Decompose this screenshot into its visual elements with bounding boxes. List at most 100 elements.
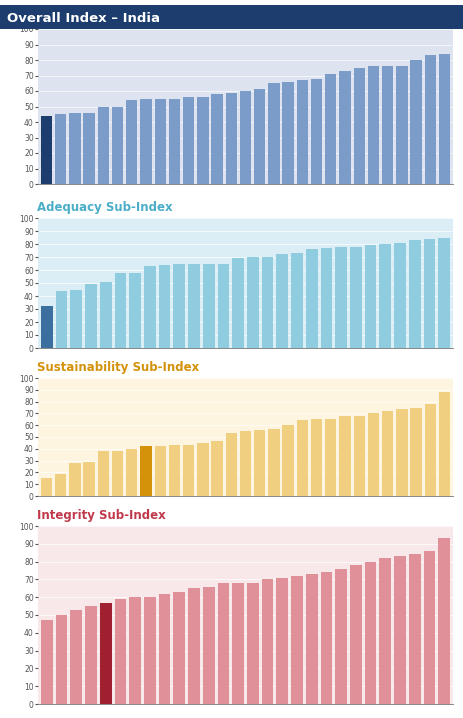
Bar [320, 572, 332, 704]
Bar [112, 106, 123, 184]
Bar [70, 610, 82, 704]
Bar [276, 577, 288, 704]
FancyBboxPatch shape [0, 5, 463, 29]
Bar [232, 583, 244, 704]
Bar [41, 478, 52, 496]
Bar [225, 93, 237, 184]
Bar [254, 430, 265, 496]
Text: Sustainability Sub-Index: Sustainability Sub-Index [37, 361, 199, 374]
Bar [268, 429, 280, 496]
Bar [297, 80, 308, 184]
Bar [203, 264, 214, 348]
Bar [396, 409, 407, 496]
Bar [297, 421, 308, 496]
Bar [325, 74, 337, 184]
Bar [394, 243, 406, 348]
Bar [140, 99, 152, 184]
Bar [311, 78, 322, 184]
Bar [247, 583, 259, 704]
Bar [159, 265, 170, 348]
Bar [291, 253, 303, 348]
Bar [409, 554, 420, 704]
Bar [218, 264, 229, 348]
Bar [282, 82, 294, 184]
Bar [379, 244, 391, 348]
Bar [144, 266, 156, 348]
Bar [85, 284, 97, 348]
Bar [424, 239, 435, 348]
Bar [325, 419, 337, 496]
Bar [129, 273, 141, 348]
Bar [169, 445, 180, 496]
Bar [41, 307, 53, 348]
Bar [41, 116, 52, 184]
Bar [56, 615, 68, 704]
Bar [320, 248, 332, 348]
Bar [438, 538, 450, 704]
Bar [368, 66, 379, 184]
Bar [262, 579, 274, 704]
Bar [188, 588, 200, 704]
Bar [129, 597, 141, 704]
Bar [276, 254, 288, 348]
Bar [439, 54, 450, 184]
Bar [439, 392, 450, 496]
Bar [212, 441, 223, 496]
Bar [254, 90, 265, 184]
Bar [183, 97, 194, 184]
Bar [188, 264, 200, 348]
Bar [382, 411, 393, 496]
Bar [365, 246, 376, 348]
Text: Overall Index – India: Overall Index – India [7, 11, 160, 24]
Bar [203, 587, 214, 704]
Bar [140, 447, 152, 496]
Bar [112, 451, 123, 496]
Bar [56, 291, 68, 348]
Bar [144, 597, 156, 704]
Bar [218, 583, 229, 704]
Bar [98, 451, 109, 496]
Bar [114, 599, 126, 704]
Bar [225, 434, 237, 496]
Bar [282, 425, 294, 496]
Bar [409, 240, 420, 348]
Bar [240, 91, 251, 184]
Bar [339, 416, 350, 496]
Bar [83, 113, 95, 184]
Bar [70, 289, 82, 348]
Bar [197, 443, 208, 496]
Bar [69, 463, 81, 496]
Bar [306, 574, 318, 704]
Bar [354, 416, 365, 496]
Bar [173, 264, 185, 348]
Bar [85, 606, 97, 704]
Bar [55, 474, 66, 496]
Bar [98, 106, 109, 184]
Bar [197, 97, 208, 184]
Bar [379, 558, 391, 704]
Bar [41, 620, 53, 704]
Bar [155, 447, 166, 496]
Bar [169, 99, 180, 184]
Bar [183, 445, 194, 496]
Bar [410, 408, 422, 496]
Bar [368, 414, 379, 496]
Bar [350, 246, 362, 348]
Bar [354, 67, 365, 184]
Bar [291, 576, 303, 704]
Text: Adequacy Sub-Index: Adequacy Sub-Index [37, 202, 173, 215]
Bar [425, 404, 436, 496]
Bar [262, 257, 274, 348]
Bar [268, 83, 280, 184]
Bar [126, 449, 138, 496]
Bar [247, 257, 259, 348]
Bar [394, 556, 406, 704]
Bar [396, 66, 407, 184]
Bar [232, 258, 244, 348]
Bar [335, 246, 347, 348]
Bar [306, 249, 318, 348]
Bar [100, 602, 112, 704]
Bar [311, 419, 322, 496]
Bar [155, 99, 166, 184]
Bar [159, 594, 170, 704]
